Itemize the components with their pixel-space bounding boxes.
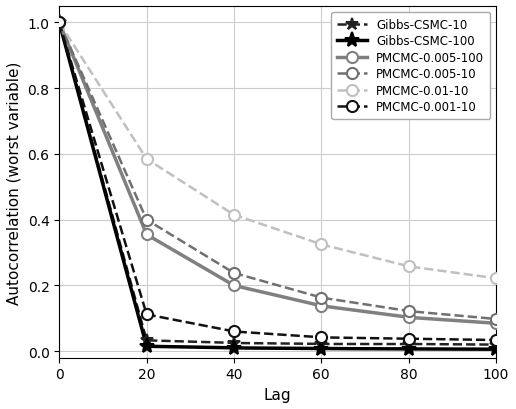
Y-axis label: Autocorrelation (worst variable): Autocorrelation (worst variable)	[7, 61, 22, 304]
X-axis label: Lag: Lag	[264, 387, 292, 402]
Legend: Gibbs-CSMC-10, Gibbs-CSMC-100, PMCMC-0.005-100, PMCMC-0.005-10, PMCMC-0.01-10, P: Gibbs-CSMC-10, Gibbs-CSMC-100, PMCMC-0.0…	[331, 13, 490, 120]
